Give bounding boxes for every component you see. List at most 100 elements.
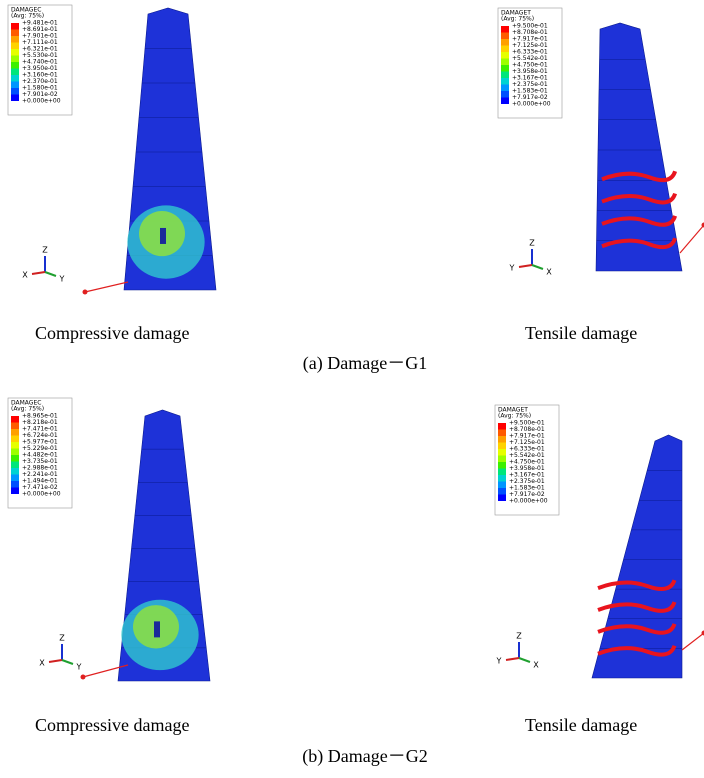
subcaption: (b) Damage－G2 <box>302 746 427 767</box>
legend-swatch <box>501 91 509 98</box>
axis-left <box>49 660 62 662</box>
legend-swatch <box>11 462 19 469</box>
legend-swatch <box>11 69 19 76</box>
legend-avg: (Avg: 75%) <box>498 413 531 420</box>
legend-value: +0.000e+00 <box>22 491 61 498</box>
axis-right <box>519 658 530 662</box>
opening <box>154 621 160 637</box>
legend-swatch <box>11 449 19 456</box>
axis-right <box>45 272 56 276</box>
legend-swatch <box>498 430 506 437</box>
legend-swatch <box>11 56 19 63</box>
legend-swatch <box>498 469 506 476</box>
axis-left <box>506 658 519 660</box>
panel-caption: Tensile damage <box>525 715 637 735</box>
legend-swatch <box>11 43 19 50</box>
arrow <box>680 225 704 253</box>
legend-swatch <box>498 436 506 443</box>
legend-value: +0.000e+00 <box>512 101 551 108</box>
legend-swatch <box>501 26 509 33</box>
axis-left <box>519 265 532 267</box>
legend-swatch <box>501 46 509 53</box>
legend-swatch <box>498 475 506 482</box>
legend-swatch <box>498 462 506 469</box>
legend-avg: (Avg: 75%) <box>501 16 534 23</box>
panel-caption: Compressive damage <box>35 715 189 735</box>
legend-swatch <box>11 75 19 82</box>
legend-swatch <box>11 49 19 56</box>
legend-swatch <box>501 72 509 79</box>
legend-swatch <box>498 449 506 456</box>
legend-swatch <box>11 488 19 495</box>
legend-swatch <box>498 495 506 502</box>
tower <box>596 23 682 271</box>
legend-swatch <box>11 82 19 89</box>
arrow-head <box>83 290 88 295</box>
legend-value: +0.000e+00 <box>509 498 548 505</box>
opening <box>160 228 166 244</box>
arrow <box>85 282 128 292</box>
legend-swatch <box>498 423 506 430</box>
legend-value: +0.000e+00 <box>22 98 61 105</box>
arrow <box>682 633 704 650</box>
subcaption: (a) Damage－G1 <box>303 353 427 374</box>
legend-swatch <box>11 429 19 436</box>
axis-label: Z <box>516 632 522 641</box>
legend: DAMAGEC(Avg: 75%)+8.965e-01+8.218e-01+7.… <box>8 398 72 508</box>
panel: DAMAGET(Avg: 75%)+9.500e-01+8.708e-01+7.… <box>495 405 704 735</box>
axis-label: Y <box>509 264 515 273</box>
arrow-head <box>81 675 86 680</box>
legend-swatch <box>501 59 509 66</box>
legend-swatch <box>498 443 506 450</box>
legend-swatch <box>498 456 506 463</box>
legend-swatch <box>11 442 19 449</box>
axis-right <box>532 265 543 269</box>
legend: DAMAGEC(Avg: 75%)+9.481e-01+8.691e-01+7.… <box>8 5 72 115</box>
legend-swatch <box>11 30 19 37</box>
axis-label: X <box>22 271 28 280</box>
legend-swatch <box>11 23 19 30</box>
legend-swatch <box>501 33 509 40</box>
axis-left <box>32 272 45 274</box>
legend-swatch <box>501 85 509 92</box>
legend-swatch <box>11 455 19 462</box>
panel: DAMAGEC(Avg: 75%)+9.481e-01+8.691e-01+7.… <box>8 5 216 343</box>
legend-swatch <box>11 36 19 43</box>
legend-swatch <box>498 482 506 489</box>
legend-swatch <box>11 436 19 443</box>
legend-swatch <box>11 88 19 95</box>
tower <box>592 435 682 678</box>
axis-label: Y <box>76 663 82 672</box>
axis-label: Y <box>496 657 502 666</box>
axis-label: Y <box>59 275 65 284</box>
legend-swatch <box>11 62 19 69</box>
axis-label: Z <box>42 246 48 255</box>
legend-swatch <box>11 95 19 102</box>
panel-caption: Tensile damage <box>525 323 637 343</box>
panel: DAMAGET(Avg: 75%)+9.500e-01+8.708e-01+7.… <box>498 8 704 343</box>
legend-swatch <box>11 481 19 488</box>
legend-swatch <box>11 468 19 475</box>
legend-swatch <box>501 98 509 105</box>
axis-label: Z <box>529 239 535 248</box>
figure: (a) Damage－G1 (b) Damage－G2 DAMAGEC(Avg:… <box>0 0 704 778</box>
axis-label: X <box>533 661 539 670</box>
panel: DAMAGEC(Avg: 75%)+8.965e-01+8.218e-01+7.… <box>8 398 210 735</box>
legend-swatch <box>501 65 509 72</box>
legend-swatch <box>11 423 19 430</box>
legend-swatch <box>498 488 506 495</box>
legend: DAMAGET(Avg: 75%)+9.500e-01+8.708e-01+7.… <box>498 8 562 118</box>
axis-right <box>62 660 73 664</box>
axis-label: X <box>39 659 45 668</box>
legend-swatch <box>501 78 509 85</box>
legend: DAMAGET(Avg: 75%)+9.500e-01+8.708e-01+7.… <box>495 405 559 515</box>
panel-caption: Compressive damage <box>35 323 189 343</box>
legend-swatch <box>11 416 19 423</box>
legend-swatch <box>501 39 509 46</box>
legend-avg: (Avg: 75%) <box>11 13 44 20</box>
axis-label: Z <box>59 634 65 643</box>
legend-swatch <box>11 475 19 482</box>
legend-avg: (Avg: 75%) <box>11 406 44 413</box>
axis-label: X <box>546 268 552 277</box>
legend-swatch <box>501 52 509 59</box>
